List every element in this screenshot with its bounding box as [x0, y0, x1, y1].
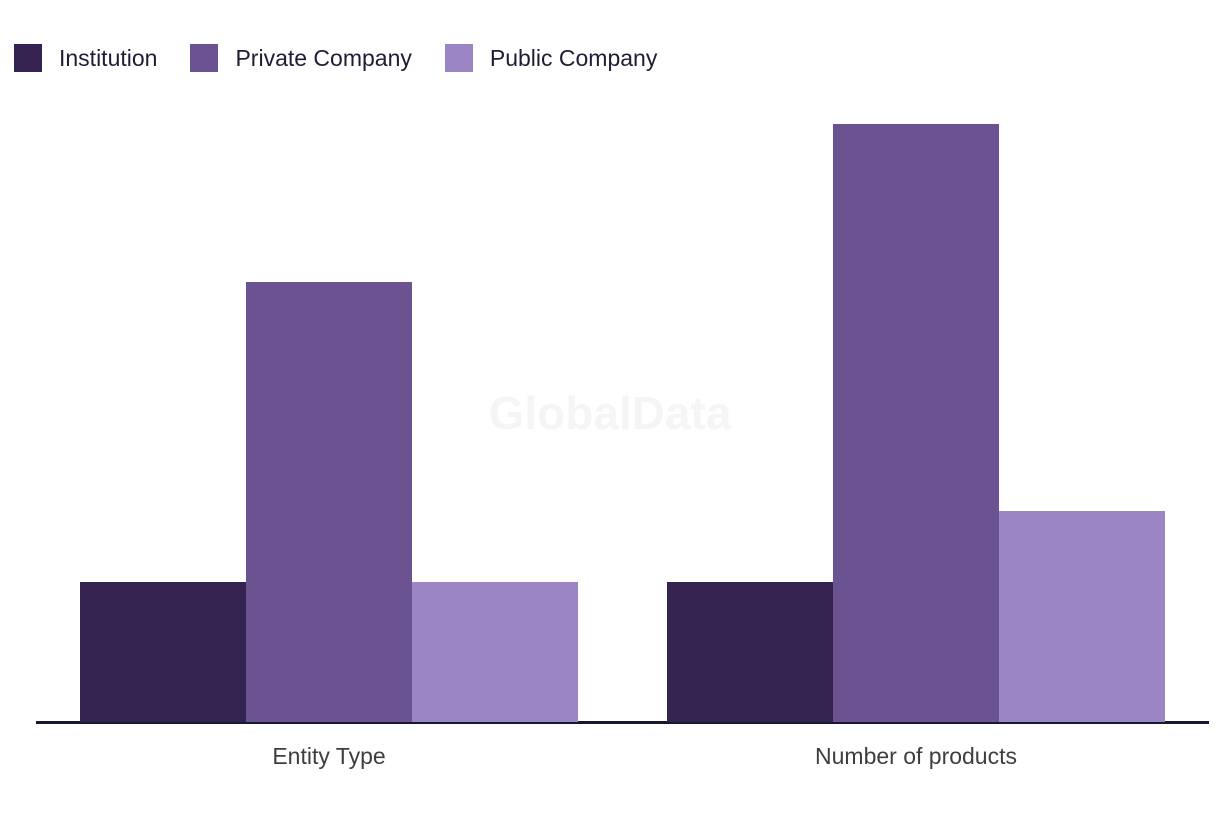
bar-institution-entity-type[interactable] [80, 582, 246, 722]
legend-label: Private Company [235, 45, 412, 71]
bar-public-company-number-of-products[interactable] [999, 511, 1165, 722]
bar-public-company-entity-type[interactable] [412, 582, 578, 722]
legend-swatch-icon [14, 44, 42, 72]
bar-institution-number-of-products[interactable] [667, 582, 833, 722]
legend-label: Institution [59, 45, 158, 71]
legend-item-private-company[interactable]: Private Company [190, 44, 412, 72]
bar-private-company-entity-type[interactable] [246, 282, 412, 722]
x-axis-label-entity-type: Entity Type [272, 743, 386, 769]
legend-label: Public Company [489, 45, 658, 71]
legend-swatch-icon [444, 44, 473, 72]
legend-item-institution[interactable]: Institution [14, 44, 157, 72]
legend: Institution Private Company Public Company [14, 44, 690, 72]
legend-swatch-icon [190, 44, 219, 72]
globaldata-watermark: GlobalData [488, 387, 732, 439]
bar-private-company-number-of-products[interactable] [833, 124, 999, 722]
legend-item-public-company[interactable]: Public Company [444, 44, 658, 72]
x-axis-line [36, 721, 1209, 724]
x-axis-label-number-of-products: Number of products [815, 743, 1017, 769]
